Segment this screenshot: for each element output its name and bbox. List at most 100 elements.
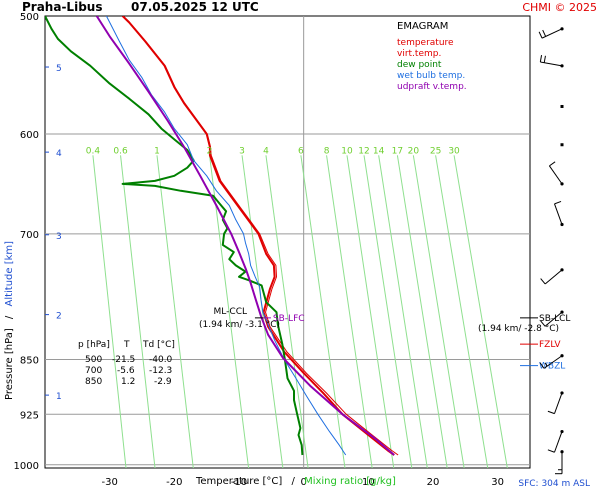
mixing-ratio-line	[209, 155, 250, 468]
wind-barb-staff	[541, 28, 563, 39]
legend-entry-virt-temp: virt.temp.	[397, 49, 441, 59]
wind-barb	[539, 55, 564, 68]
altitude-tick-label: 4	[56, 149, 62, 159]
mixing-ratio-line	[396, 155, 448, 468]
temperature-tick-label: 0	[300, 477, 306, 488]
wind-barb-base	[560, 310, 564, 314]
wind-barb-staff	[554, 431, 563, 453]
x-axis-title: Temperature [°C] / Mixing ratio [g/kg]	[195, 476, 396, 487]
temperature-tick-label: -30	[101, 477, 117, 488]
wind-barb-staff	[554, 392, 563, 414]
mixing-ratio-line	[378, 155, 428, 468]
sounding-table: p [hPa] T Td [°C] 500 -21.5 -40.0 700 -5…	[78, 340, 175, 387]
y-axis-label: Pressure [hPa]	[4, 328, 15, 400]
wind-barb-feather	[539, 362, 545, 369]
wind-barb-staff	[544, 269, 563, 285]
mixing-ratio-label: 0.6	[113, 146, 128, 156]
pressure-tick-label: 500	[20, 12, 39, 23]
wind-barb	[547, 391, 564, 415]
temperature-tick-label: -10	[231, 477, 247, 488]
mixing-ratio-label: 17	[392, 146, 403, 156]
altitude-tick-label: 2	[56, 312, 62, 322]
pressure-tick-label: 925	[20, 410, 39, 421]
x-axis-label-mixing-ratio: Mixing ratio [g/kg]	[304, 476, 396, 487]
wind-barb-staff	[540, 61, 563, 67]
surface-elevation-note: SFC: 304 m ASL	[518, 479, 590, 489]
pressure-tick-label: 700	[20, 230, 39, 241]
wind-barb-feather	[549, 161, 556, 167]
wind-barb-half-feather	[544, 362, 548, 367]
mixing-ratio-line	[363, 155, 413, 468]
mixing-ratio-label: 4	[263, 146, 269, 156]
table-cell: 1.2	[121, 377, 135, 387]
y-axis-label-altitude: Altitude [km]	[4, 241, 15, 307]
legend-entry-wet-bulb: wet bulb temp.	[397, 71, 465, 81]
mixing-ratio-line	[265, 155, 309, 468]
y-axis-title: Pressure [hPa] / Altitude [km]	[4, 241, 15, 400]
mixing-ratio-line	[326, 155, 373, 468]
level-wbzl-label: WBZL	[539, 362, 565, 372]
wind-calm-dot	[560, 143, 564, 147]
mixing-ratio-label: 0.4	[86, 146, 101, 156]
mixing-ratio-line	[453, 155, 508, 468]
mixing-ratio-label: 1	[154, 146, 160, 156]
level-fzlv-label: FZLV	[539, 340, 561, 350]
wind-barb	[540, 268, 564, 285]
wind-barb-feather	[547, 410, 555, 415]
wind-barb-base	[560, 222, 564, 227]
wind-barb-base	[560, 27, 564, 31]
legend-entry-updraft: udpraft v.temp.	[397, 82, 467, 92]
mixing-ratio-label: 20	[408, 146, 420, 156]
wind-barb-staff	[544, 311, 563, 327]
series-updraft-vtemp	[95, 16, 395, 456]
series-layer	[45, 16, 399, 456]
table-header-p: p [hPa]	[78, 340, 110, 350]
wind-barb	[539, 354, 564, 369]
pressure-tick-label: 1000	[14, 461, 39, 472]
mixing-ratio-line	[300, 155, 346, 468]
wind-barb-base	[560, 182, 564, 186]
wind-barb-feather	[540, 320, 546, 327]
mixing-ratio-label: 12	[358, 146, 369, 156]
mixing-ratio-line	[435, 155, 489, 468]
altitude-tick-label: 3	[56, 232, 62, 242]
mixing-ratio-line	[120, 155, 156, 468]
wind-barb-base	[560, 268, 564, 272]
wind-barb	[554, 200, 564, 227]
altitude-tick-label: 5	[56, 64, 62, 74]
pressure-tick-label: 600	[20, 130, 39, 141]
table-header-t: T	[123, 340, 130, 350]
mixing-ratio-label: 25	[430, 146, 441, 156]
mixing-ratio-label: 3	[239, 146, 245, 156]
legend-entry-temperature: temperature	[397, 38, 454, 48]
mixing-ratio-line	[412, 155, 465, 468]
mixing-ratio-line	[156, 155, 194, 468]
mixing-ratio-label: 14	[373, 146, 385, 156]
level-ml-ccl-label: ML-CCL	[214, 307, 247, 317]
table-cell: -21.5	[112, 355, 135, 365]
wind-calm-dot	[560, 104, 564, 108]
mixing-ratio-lines	[92, 155, 508, 468]
wind-barb-feather	[538, 31, 543, 39]
x-axis-label: Temperature [°C]	[195, 476, 282, 487]
wind-barb	[560, 104, 564, 108]
chart-title: EMAGRAM	[397, 21, 448, 32]
table-cell: -5.6	[117, 366, 135, 376]
mixing-ratio-label: 30	[448, 146, 460, 156]
mixing-ratio-label: 10	[341, 146, 353, 156]
temperature-tick-label: 30	[491, 477, 504, 488]
legend-entry-dew-point: dew point	[397, 60, 442, 70]
wind-barb	[538, 27, 564, 39]
legend: EMAGRAM temperature virt.temp. dew point…	[397, 21, 467, 92]
level-sb-lcl-detail: (1.94 km/ -2.8 °C)	[478, 324, 559, 334]
mixing-ratio-label: 2	[207, 146, 213, 156]
series-dew-point	[45, 16, 304, 456]
wind-barb-base	[560, 64, 564, 68]
wind-barb	[560, 143, 564, 147]
wind-barb-base	[560, 429, 564, 434]
wind-barb-feather	[554, 200, 562, 205]
mixing-ratio-label: 8	[324, 146, 330, 156]
temperature-tick-label: -20	[166, 477, 182, 488]
copyright: CHMI © 2025	[522, 1, 597, 14]
